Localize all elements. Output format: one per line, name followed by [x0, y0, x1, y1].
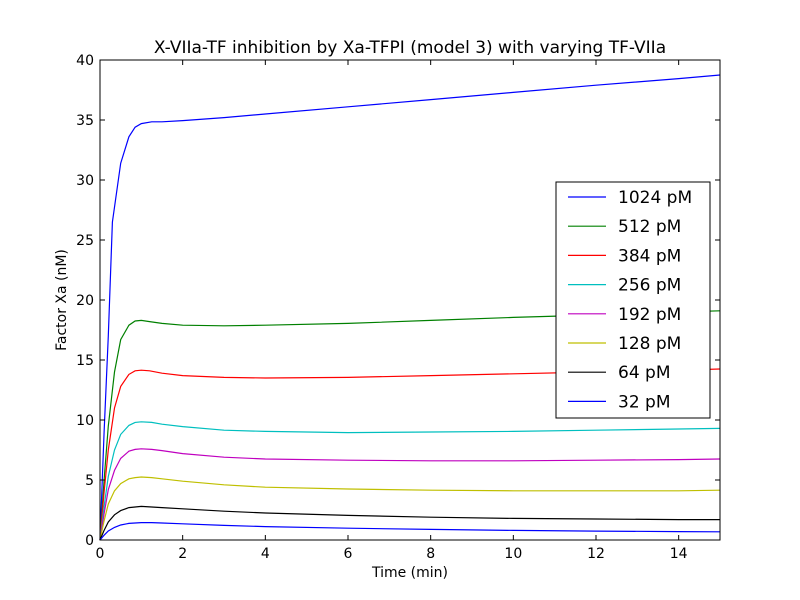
x-tick-label: 8 [426, 546, 435, 562]
y-tick-label: 25 [76, 233, 94, 249]
y-tick-label: 30 [76, 173, 94, 189]
tick-layer: 0 2 4 6 8 10 12 14 0 5 10 15 20 25 30 35 40 [76, 53, 720, 562]
legend-label-3: 384 pM [618, 246, 681, 266]
x-tick-label: 10 [504, 546, 522, 562]
y-axis-label: Factor Xa (nM) [54, 249, 70, 351]
y-tick-label: 20 [76, 293, 94, 309]
series-line-2 [99, 310, 721, 541]
y-tick-label: 35 [76, 113, 94, 129]
series-line-8 [99, 522, 721, 541]
legend-label-5: 192 pM [618, 305, 681, 325]
series-line-7 [99, 505, 720, 541]
legend-label-8: 32 pM [618, 392, 671, 412]
x-axis-label: Time (min) [371, 565, 448, 581]
series-line-4 [99, 421, 721, 541]
chart-title: X-VIIa-TF inhibition by Xa-TFPI (model 3… [154, 38, 666, 58]
x-tick-label: 4 [261, 546, 270, 562]
x-tick-label: 2 [178, 546, 187, 562]
y-tick-label: 10 [76, 413, 94, 429]
series-line-3 [99, 368, 721, 541]
x-tick-label: 0 [96, 546, 105, 562]
x-tick-label: 14 [670, 546, 688, 562]
series-line-5 [99, 448, 721, 541]
series-line-6 [99, 476, 721, 541]
y-tick-label: 15 [76, 353, 94, 369]
series-layer [99, 74, 721, 541]
legend-label-7: 64 pM [618, 363, 671, 383]
legend-label-6: 128 pM [618, 334, 681, 354]
x-tick-label: 6 [344, 546, 353, 562]
y-tick-label: 5 [85, 473, 94, 489]
legend-label-2: 512 pM [618, 217, 681, 237]
legend-label-1: 1024 pM [618, 188, 692, 208]
y-tick-label: 40 [76, 53, 94, 69]
x-tick-label: 12 [587, 546, 605, 562]
legend-box [555, 181, 711, 419]
y-tick-label: 0 [85, 533, 94, 549]
series-line-1 [99, 74, 721, 541]
legend: 1024 pM 512 pM 384 pM 256 pM 192 pM 128 pM 64 … [555, 181, 711, 419]
legend-label-4: 256 pM [618, 276, 681, 296]
